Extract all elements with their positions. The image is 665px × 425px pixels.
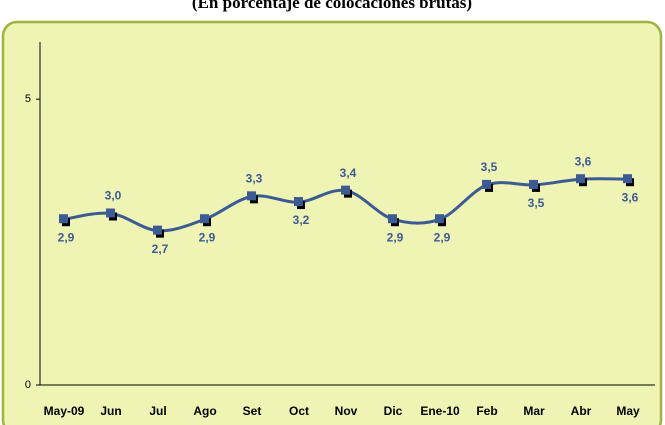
x-tick-label: Jul — [149, 404, 166, 418]
x-tick-label: Set — [243, 404, 262, 418]
marker — [153, 225, 162, 235]
data-label: 3,5 — [481, 160, 498, 174]
data-label: 3,6 — [622, 190, 639, 204]
marker — [482, 179, 491, 189]
data-label: 2,9 — [58, 230, 75, 244]
data-label: 2,9 — [387, 230, 404, 244]
x-tick-label: Ene-10 — [420, 404, 460, 418]
y-tick-label: 5 — [25, 93, 31, 105]
data-label: 2,7 — [152, 242, 169, 256]
x-tick-label: Oct — [289, 404, 309, 418]
data-label: 2,9 — [199, 230, 216, 244]
data-label: 3,0 — [105, 189, 122, 203]
x-tick-label: Dic — [384, 404, 403, 418]
data-label: 3,6 — [575, 154, 592, 168]
x-tick-label: Jun — [100, 404, 121, 418]
marker — [106, 208, 115, 218]
x-tick-label: Nov — [335, 404, 358, 418]
marker — [200, 214, 209, 224]
x-tick-label: Abr — [571, 404, 592, 418]
x-tick-label: Mar — [523, 404, 545, 418]
x-tick-label: Feb — [476, 404, 497, 418]
marker — [294, 197, 303, 207]
x-tick-label: May-09 — [44, 404, 85, 418]
plot-panel — [1, 20, 663, 425]
chart-subtitle: (En porcentaje de colocaciones brutas) — [192, 0, 472, 12]
data-label: 3,2 — [293, 213, 310, 227]
data-label: 3,4 — [340, 166, 357, 180]
marker — [341, 185, 350, 195]
marker — [435, 214, 444, 224]
marker — [388, 214, 397, 224]
data-label: 3,3 — [246, 172, 263, 186]
x-tick-label: May — [616, 404, 640, 418]
y-tick-label: 0 — [25, 379, 31, 391]
marker — [623, 174, 632, 184]
marker — [529, 179, 538, 189]
marker — [59, 214, 68, 224]
marker — [576, 174, 585, 184]
data-label: 2,9 — [434, 230, 451, 244]
data-label: 3,5 — [528, 196, 545, 210]
marker — [247, 191, 256, 201]
x-tick-label: Ago — [193, 404, 216, 418]
